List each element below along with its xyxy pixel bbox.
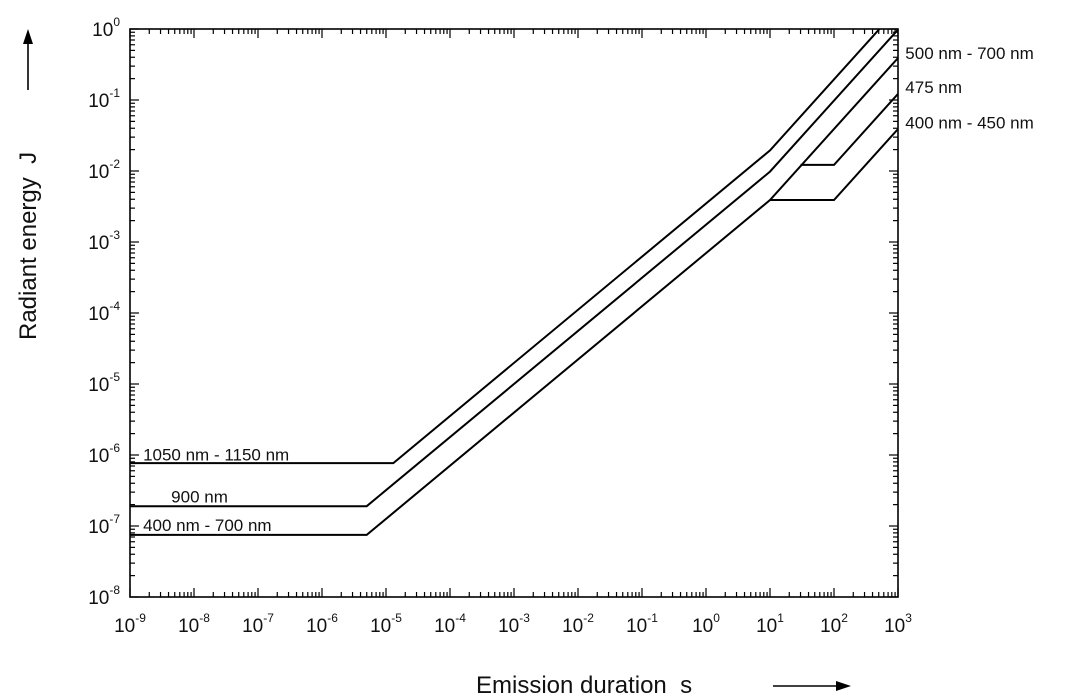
x-tick-label: 10-3	[498, 611, 530, 637]
y-tick-label: 10-2	[88, 157, 120, 183]
x-axis-label: Emission duration s	[476, 672, 692, 699]
y-tick-label: 10-3	[88, 228, 120, 254]
x-axis-ticks: 10-9 10-8 10-7 10-6 10-5 10-4 10-3 10-2 10-1 100 1…	[114, 29, 912, 637]
series-line-400-nm-450-nm	[770, 128, 898, 201]
x-tick-label: 101	[756, 611, 784, 637]
series-layer	[130, 29, 898, 536]
y-tick-label: 10-6	[88, 441, 120, 467]
x-tick-label: 10-5	[370, 611, 402, 637]
x-tick-label: 10-9	[114, 611, 146, 637]
plot-frame	[129, 28, 899, 598]
x-tick-label: 103	[884, 611, 912, 637]
y-axis-arrow-head	[23, 29, 33, 44]
x-tick-label: 10-6	[306, 611, 338, 637]
series-line-900-nm	[130, 29, 898, 508]
x-tick-label: 102	[820, 611, 848, 637]
series-label: 400 nm - 450 nm	[905, 113, 1034, 132]
x-tick-label: 10-4	[434, 611, 466, 637]
series-label: 475 nm	[905, 78, 962, 97]
series-line-400-nm-700-nm	[130, 57, 898, 536]
series-label: 900 nm	[171, 487, 228, 506]
x-axis-arrow-head	[836, 681, 851, 691]
series-line-1050-nm-1150-nm	[130, 29, 881, 465]
y-tick-label: 10-5	[88, 370, 120, 396]
y-tick-label: 10-7	[88, 512, 120, 538]
x-tick-label: 10-2	[562, 611, 594, 637]
x-tick-label: 10-7	[242, 611, 274, 637]
x-tick-label: 10-8	[178, 611, 210, 637]
series-label: 500 nm - 700 nm	[905, 44, 1034, 63]
x-tick-label: 100	[692, 611, 720, 637]
y-tick-label: 10-8	[88, 583, 120, 609]
series-line-475-nm	[800, 93, 898, 166]
y-tick-label: 10-4	[88, 299, 120, 325]
series-labels: 1050 nm - 1150 nm 900 nm 400 nm - 700 nm 50…	[143, 44, 1034, 535]
y-axis-ticks: 10-8 10-7 10-6 10-5 10-4 10-3 10-2 10-1 100	[88, 15, 898, 609]
x-tick-label: 10-1	[626, 611, 658, 637]
y-tick-label: 10-1	[88, 86, 120, 112]
y-tick-label: 100	[92, 15, 120, 41]
y-axis-label: Radiant energy J	[15, 152, 42, 340]
series-label: 1050 nm - 1150 nm	[143, 445, 289, 464]
series-label: 400 nm - 700 nm	[143, 516, 272, 535]
